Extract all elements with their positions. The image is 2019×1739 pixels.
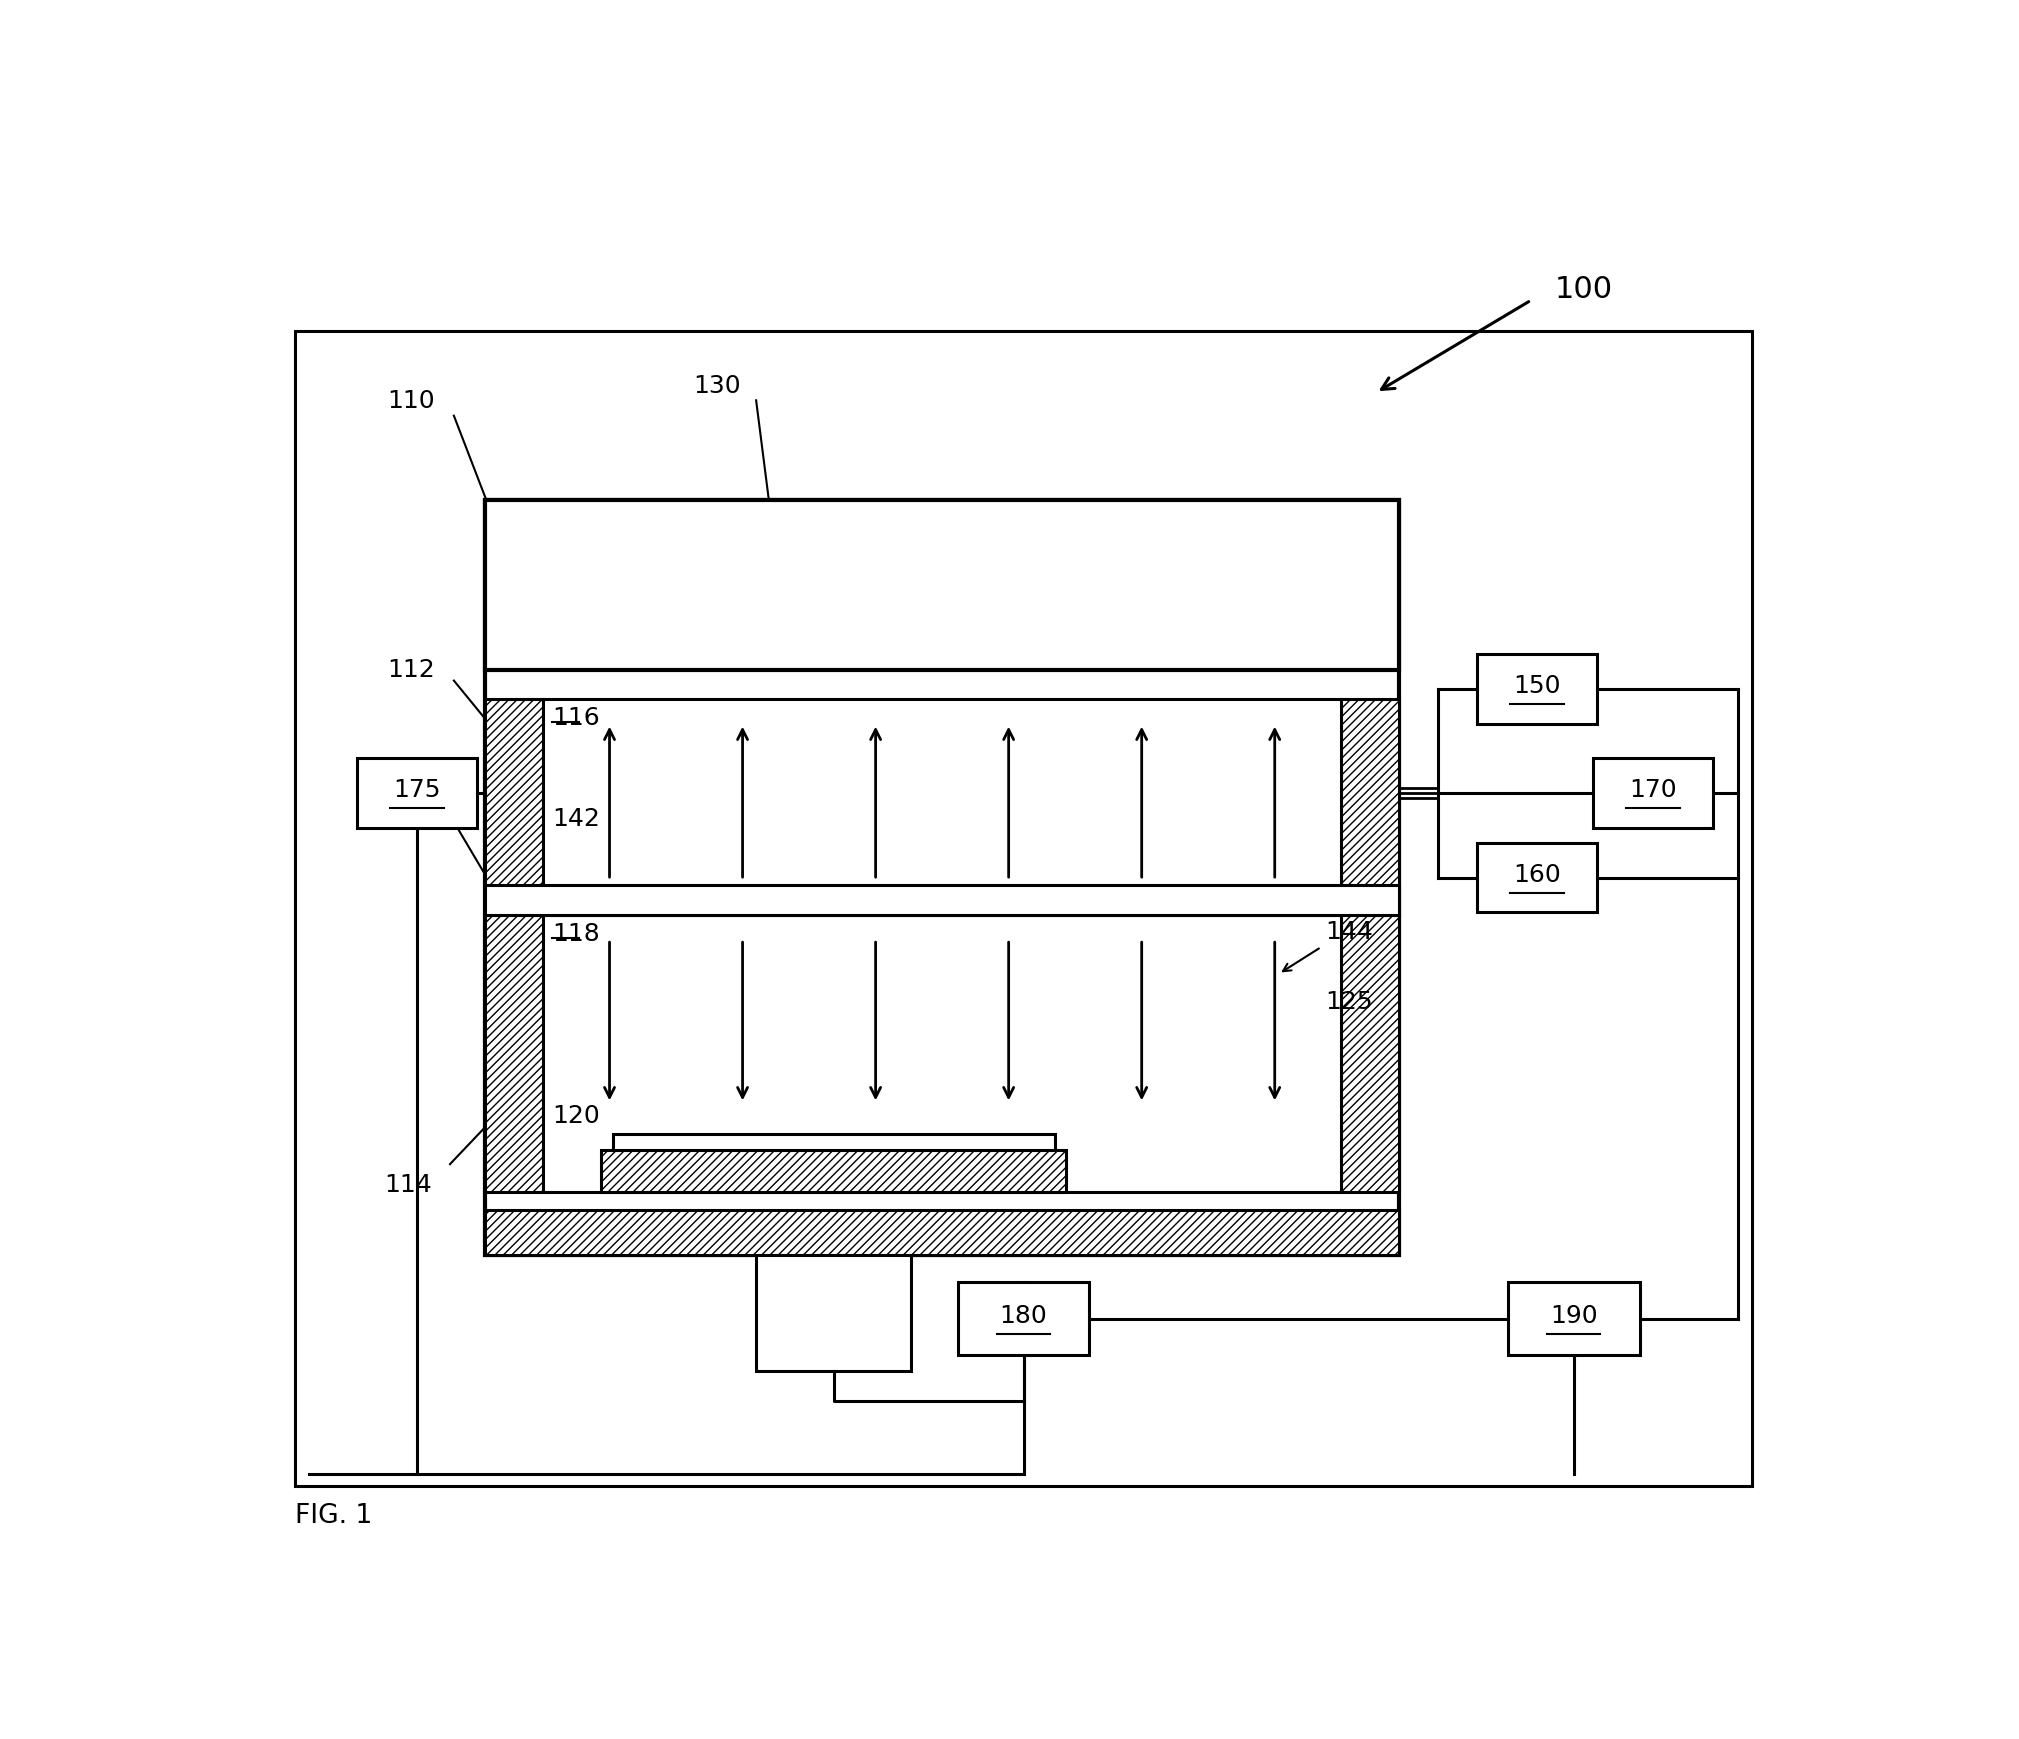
Text: 116: 116 [553,706,600,730]
Bar [1593,758,1714,828]
Bar [612,1134,1054,1149]
Text: 120: 120 [553,1103,600,1127]
Text: 150: 150 [1512,673,1561,697]
Bar [485,501,1399,1256]
Text: 142: 142 [553,807,600,831]
Bar [543,915,1341,1193]
Bar [485,501,1399,671]
Bar [485,915,543,1193]
Text: 190: 190 [1551,1303,1597,1327]
Bar [1508,1282,1639,1355]
Text: 118: 118 [553,922,600,946]
Bar [957,1282,1090,1355]
Text: 100: 100 [1555,275,1613,304]
Text: 170: 170 [1629,777,1678,802]
Bar [485,1210,1399,1256]
Text: 110: 110 [388,390,434,414]
Bar [485,885,1399,915]
Text: 144: 144 [1324,920,1373,944]
Text: 175: 175 [394,777,440,802]
Text: 180: 180 [999,1303,1048,1327]
Bar [1341,915,1399,1193]
Text: 160: 160 [1512,863,1561,887]
Bar [543,699,1341,915]
Bar [1476,843,1597,913]
Bar [602,1149,1066,1193]
Text: 130: 130 [693,374,741,398]
Bar [485,699,543,915]
Text: FIG. 1: FIG. 1 [295,1502,371,1529]
Text: 140: 140 [384,793,432,816]
Bar [1476,656,1597,723]
Text: 125: 125 [1324,989,1373,1014]
Bar [757,1256,911,1370]
Text: 112: 112 [388,657,434,682]
Text: 114: 114 [384,1172,432,1196]
Bar [1341,699,1399,915]
Bar [357,758,476,828]
Bar [295,332,1752,1487]
